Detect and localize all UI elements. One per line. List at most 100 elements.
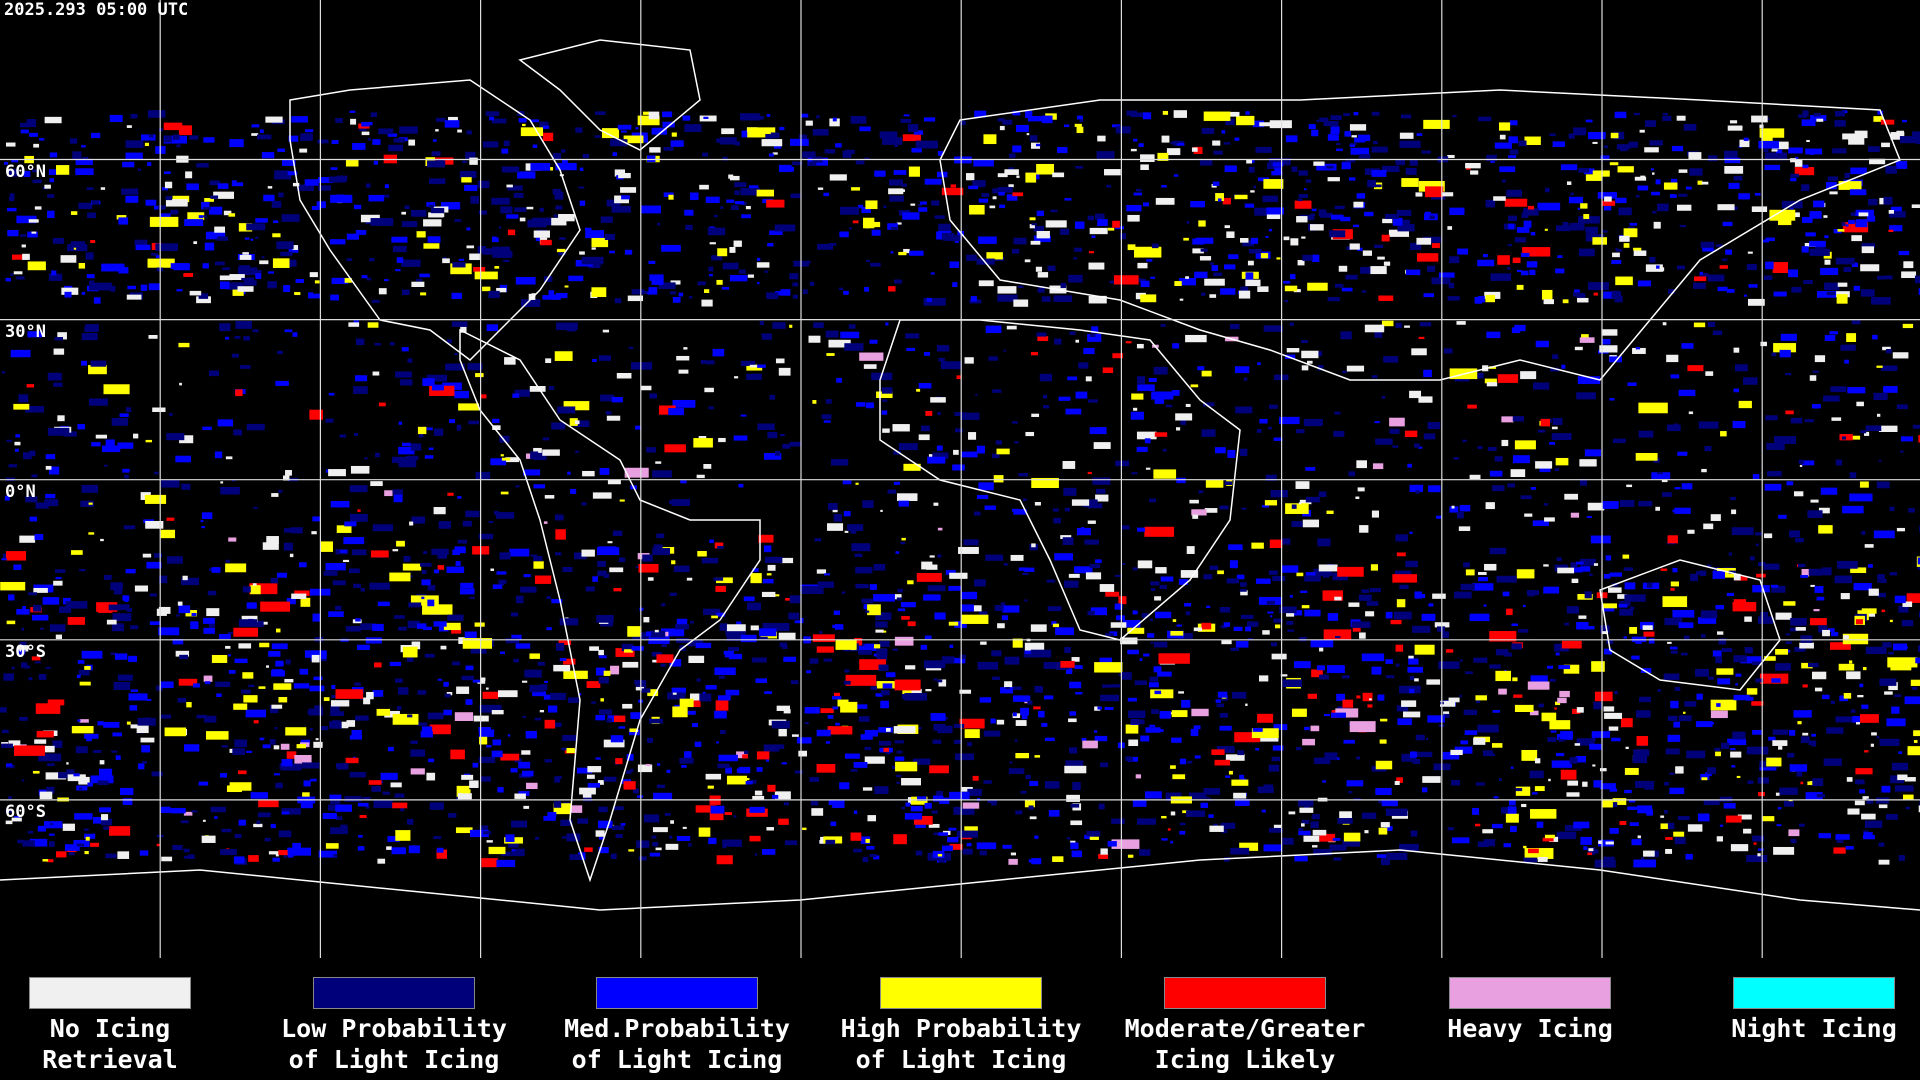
icing-patch xyxy=(1149,618,1153,622)
icing-patch xyxy=(323,571,338,576)
icing-patch xyxy=(1508,215,1518,222)
icing-patch xyxy=(983,730,1001,737)
icing-patch xyxy=(1287,629,1294,632)
icing-patch xyxy=(1735,683,1738,686)
icing-patch xyxy=(1385,675,1395,679)
icing-patch xyxy=(312,613,321,622)
icing-patch xyxy=(1845,224,1849,227)
icing-patch xyxy=(55,576,62,580)
icing-patch xyxy=(1090,607,1107,616)
icing-patch xyxy=(24,665,31,669)
icing-patch xyxy=(1732,601,1757,612)
icing-patch xyxy=(1826,727,1844,734)
icing-patch xyxy=(1219,505,1229,510)
icing-patch xyxy=(609,567,624,573)
icing-patch xyxy=(1165,404,1173,408)
icing-patch xyxy=(575,127,583,133)
icing-patch xyxy=(1273,618,1283,623)
icing-patch xyxy=(875,621,888,628)
icing-patch xyxy=(739,113,760,121)
icing-patch xyxy=(256,820,261,825)
icing-patch xyxy=(1075,165,1084,169)
icing-patch xyxy=(1319,674,1330,680)
icing-patch xyxy=(1341,675,1350,679)
icing-patch xyxy=(1254,207,1268,216)
icing-patch xyxy=(156,685,163,691)
icing-patch xyxy=(533,230,550,238)
icing-patch xyxy=(426,202,436,207)
icing-patch xyxy=(1713,567,1720,573)
icing-patch xyxy=(675,638,689,643)
icing-patch xyxy=(1071,499,1090,506)
icing-patch xyxy=(950,184,957,188)
icing-patch xyxy=(345,160,359,167)
icing-patch xyxy=(1201,127,1215,134)
icing-patch xyxy=(661,603,666,607)
icing-patch xyxy=(1200,802,1209,809)
icing-patch xyxy=(1524,513,1533,517)
icing-patch xyxy=(1648,638,1655,644)
icing-patch xyxy=(576,767,593,774)
icing-patch xyxy=(1861,608,1877,614)
icing-patch xyxy=(1639,404,1652,413)
icing-patch xyxy=(1284,285,1298,292)
legend-item: Med.Probability of Light Icing xyxy=(564,977,790,1074)
icing-patch xyxy=(1388,229,1409,237)
icing-patch xyxy=(1610,132,1619,139)
icing-patch xyxy=(746,373,762,380)
icing-patch xyxy=(1106,184,1112,188)
icing-patch xyxy=(1783,801,1794,807)
icing-patch xyxy=(1361,290,1367,293)
icing-patch xyxy=(1475,695,1487,701)
icing-patch xyxy=(1093,730,1098,733)
icing-patch xyxy=(1716,653,1721,657)
icing-patch xyxy=(923,297,946,306)
icing-patch xyxy=(766,827,774,831)
icing-patch xyxy=(1048,810,1060,817)
icing-patch xyxy=(392,802,408,809)
icing-patch xyxy=(948,585,962,591)
icing-patch xyxy=(553,801,562,808)
icing-patch xyxy=(1078,362,1089,369)
icing-patch xyxy=(1509,149,1519,155)
icing-patch xyxy=(1224,264,1236,270)
icing-patch xyxy=(1397,224,1415,232)
icing-patch xyxy=(1290,238,1299,246)
icing-patch xyxy=(1219,725,1232,731)
icing-patch xyxy=(651,651,662,657)
icing-patch xyxy=(1910,679,1920,686)
icing-patch xyxy=(559,618,579,626)
icing-patch xyxy=(1760,341,1767,347)
icing-patch xyxy=(612,152,618,157)
icing-patch xyxy=(1594,859,1616,868)
icing-patch xyxy=(320,726,329,731)
icing-patch xyxy=(247,277,254,281)
icing-patch xyxy=(399,379,413,386)
icing-patch xyxy=(1823,215,1828,218)
icing-patch xyxy=(1125,341,1132,344)
icing-patch xyxy=(1282,837,1294,845)
icing-patch xyxy=(832,800,845,808)
icing-patch xyxy=(1514,324,1526,332)
icing-patch xyxy=(862,500,874,509)
icing-patch xyxy=(624,649,633,653)
icing-patch xyxy=(215,681,231,688)
icing-patch xyxy=(445,363,465,371)
icing-patch xyxy=(329,239,346,245)
icing-patch xyxy=(1266,213,1281,220)
icing-patch xyxy=(647,577,654,581)
legend-text: High Probability of Light Icing xyxy=(841,1013,1082,1075)
icing-patch xyxy=(1698,421,1719,429)
icing-patch xyxy=(1790,158,1796,163)
icing-patch xyxy=(794,770,803,774)
icing-patch xyxy=(1847,387,1866,394)
icing-patch xyxy=(631,646,644,651)
icing-patch xyxy=(1025,172,1037,183)
icing-patch xyxy=(1203,111,1231,121)
icing-patch xyxy=(1167,828,1171,831)
icing-patch xyxy=(1326,165,1334,169)
icing-patch xyxy=(1483,604,1487,607)
icing-patch xyxy=(780,289,791,296)
icing-patch xyxy=(907,124,919,132)
icing-patch xyxy=(1618,207,1632,216)
